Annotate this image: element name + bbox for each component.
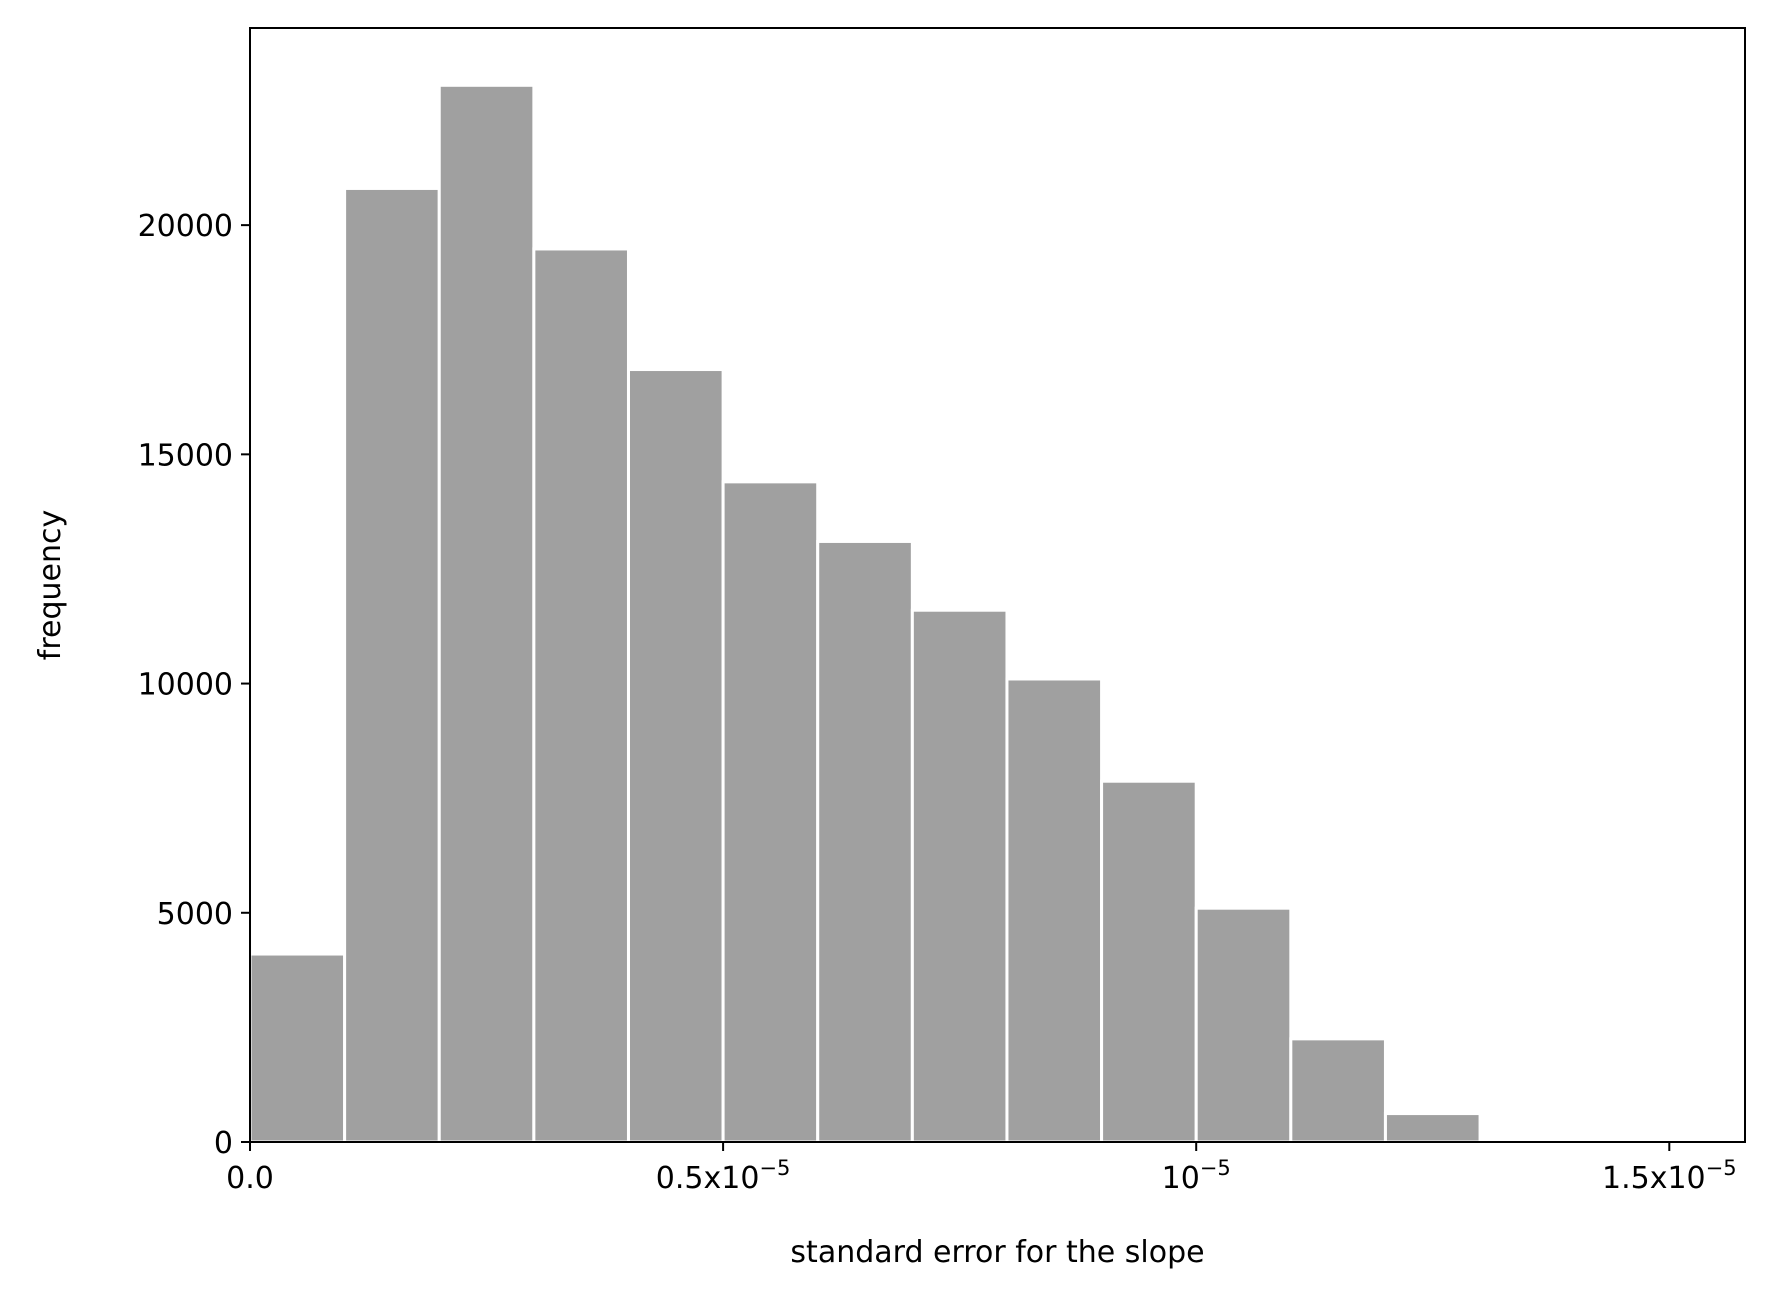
bars-layer	[248, 83, 1482, 1144]
x-tick-label-4: 1.5x10−5	[1602, 1156, 1737, 1196]
histogram-bar-13	[1383, 1112, 1482, 1144]
x-tick-label-3: 10−5	[1162, 1156, 1231, 1196]
x-axis-title: standard error for the slope	[790, 1235, 1204, 1270]
y-axis-title: frequency	[33, 510, 68, 660]
x-tick-label-1: 0.0	[226, 1161, 274, 1196]
x-tick-label-2: 0.5x10−5	[656, 1156, 791, 1196]
histogram-bar-3	[437, 83, 536, 1144]
histogram-bar-1	[248, 952, 347, 1144]
y-tick-label-3: 10000	[138, 668, 233, 703]
histogram-bar-12	[1289, 1037, 1387, 1144]
histogram-bar-6	[721, 480, 820, 1144]
y-tick-label-5: 20000	[138, 209, 233, 244]
histogram-bar-9	[1005, 677, 1104, 1144]
plot-frame	[249, 27, 1746, 1143]
histogram-bar-10	[1100, 779, 1198, 1144]
histogram-bar-2	[343, 186, 441, 1144]
x-axis: 0.0 0.5x10−5 10−5 1.5x10−5	[226, 1142, 1737, 1196]
y-tick-label-4: 15000	[138, 438, 233, 473]
histogram-bar-8	[910, 608, 1009, 1144]
y-axis: 0 5000 10000 15000 20000	[138, 209, 250, 1161]
histogram-bar-7	[816, 539, 914, 1144]
histogram-bar-11	[1194, 906, 1293, 1144]
y-tick-label-1: 0	[214, 1126, 233, 1161]
y-tick-label-2: 5000	[157, 897, 233, 932]
histogram-bar-5	[626, 368, 725, 1144]
histogram-bar-4	[532, 247, 630, 1144]
